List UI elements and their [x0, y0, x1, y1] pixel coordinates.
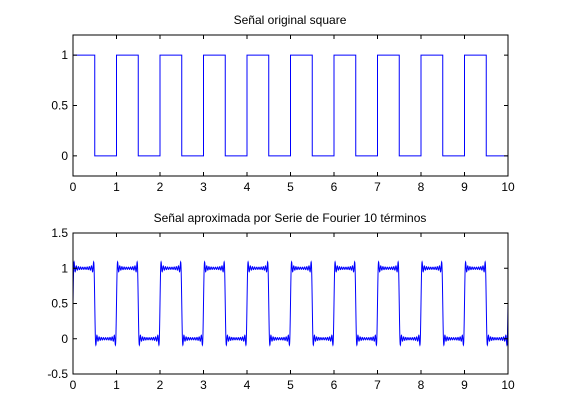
bottom-y-tick-label: 1: [61, 261, 68, 275]
top-x-tick-label: 9: [461, 180, 468, 194]
bottom-y-tick-label: 0: [61, 332, 68, 346]
bottom-chart-title: Señal aproximada por Serie de Fourier 10…: [154, 211, 427, 225]
top-x-tick-label: 2: [157, 180, 164, 194]
top-x-tick-label: 10: [501, 180, 515, 194]
top-y-tick-label: 1: [61, 48, 68, 62]
bottom-y-tick-label: 0.5: [51, 297, 68, 311]
top-y-tick-label: 0: [61, 149, 68, 163]
top-x-tick-label: 6: [331, 180, 338, 194]
top-series-line-0: [73, 54, 509, 157]
top-x-tick-label: 3: [200, 180, 207, 194]
bottom-x-tick-label: 9: [461, 378, 468, 392]
top-x-tick-label: 4: [244, 180, 251, 194]
bottom-x-tick-label: 8: [418, 378, 425, 392]
bottom-x-tick-label: 2: [157, 378, 164, 392]
top-y-tick-label: 0.5: [51, 99, 68, 113]
bottom-subplot: Señal aproximada por Serie de Fourier 10…: [47, 211, 515, 392]
bottom-x-tick-label: 7: [374, 378, 381, 392]
bottom-x-tick-label: 3: [200, 378, 207, 392]
top-x-tick-label: 8: [418, 180, 425, 194]
top-chart-title: Señal original square: [234, 13, 347, 27]
bottom-y-tick-label: -0.5: [47, 367, 68, 381]
bottom-x-tick-label: 4: [244, 378, 251, 392]
top-axes-box: [72, 34, 509, 177]
top-x-tick-label: 1: [113, 180, 120, 194]
bottom-x-tick-label: 10: [501, 378, 515, 392]
top-axis-ticks: 0 1 2 3 4 5 6 7 8 9 10 0 0.5 1: [51, 35, 515, 194]
bottom-x-tick-label: 5: [287, 378, 294, 392]
bottom-y-tick-label: 1.5: [51, 226, 68, 240]
bottom-axis-ticks: 0 1 2 3 4 5 6 7 8 9 10-0.500.511.5: [47, 226, 515, 392]
bottom-axes-box: [72, 232, 509, 375]
bottom-plot-area: [72, 260, 509, 347]
bottom-x-tick-label: 1: [113, 378, 120, 392]
top-plot-area: [73, 54, 509, 157]
bottom-series-line-0: [72, 260, 509, 347]
bottom-x-tick-label: 6: [331, 378, 338, 392]
top-x-tick-label: 5: [287, 180, 294, 194]
bottom-x-tick-label: 0: [70, 378, 77, 392]
top-subplot: Señal original square 0 1 2 3 4 5 6 7 8 9 10 0 0.5 1: [51, 13, 515, 194]
top-x-tick-label: 7: [374, 180, 381, 194]
top-x-tick-label: 0: [70, 180, 77, 194]
